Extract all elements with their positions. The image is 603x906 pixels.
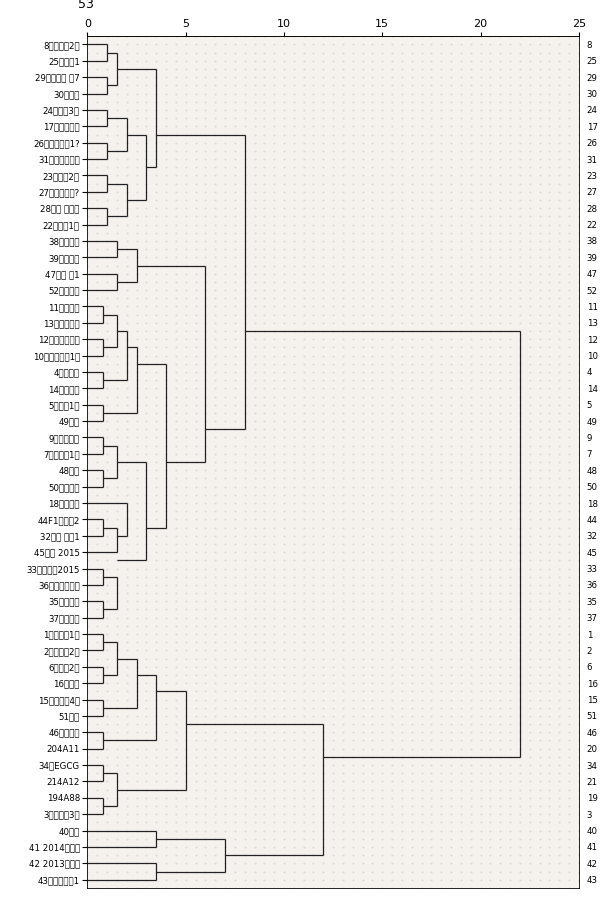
Text: 53: 53 [78, 0, 93, 11]
